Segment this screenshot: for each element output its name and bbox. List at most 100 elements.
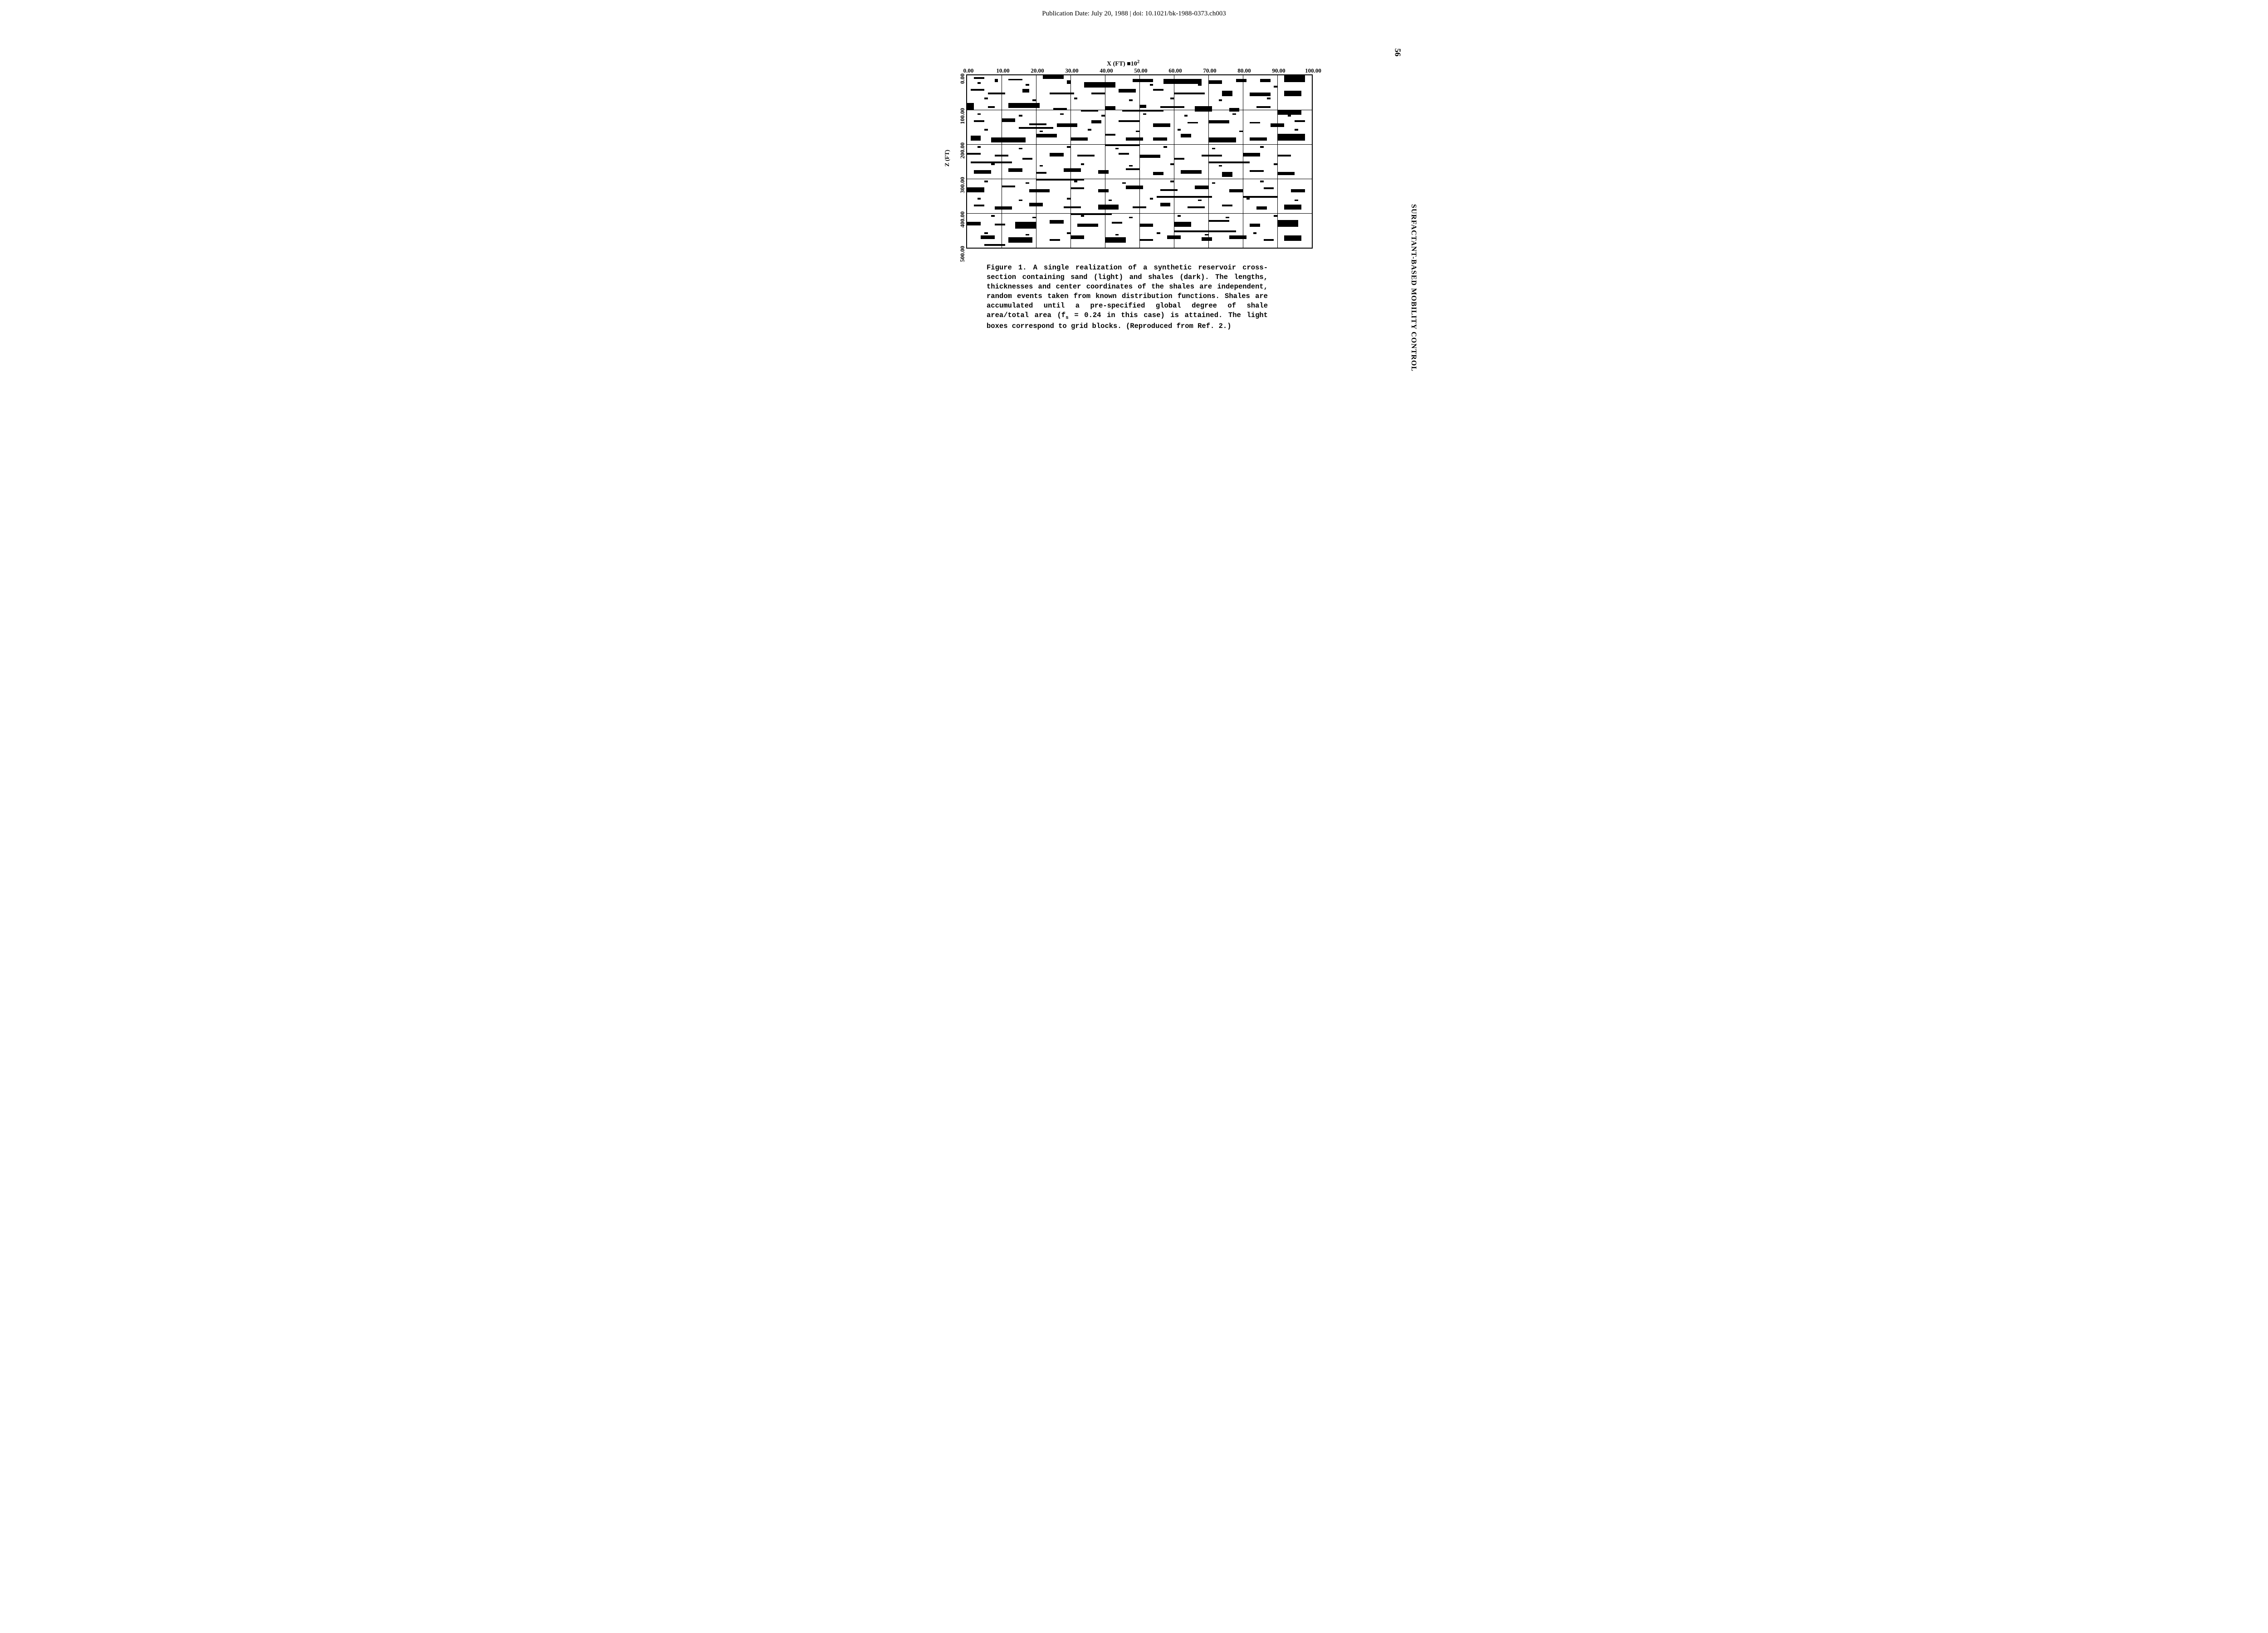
shale-rect bbox=[1284, 75, 1305, 82]
shale-rect bbox=[1122, 110, 1163, 112]
shale-rect bbox=[1019, 127, 1053, 129]
shale-rect bbox=[1074, 98, 1078, 99]
shale-rect bbox=[1236, 79, 1246, 83]
shale-rect bbox=[1271, 123, 1284, 127]
shale-rect bbox=[1174, 222, 1191, 227]
reservoir-cross-section-plot bbox=[966, 74, 1313, 249]
y-tick-label: 0.00 bbox=[959, 73, 966, 84]
shale-rect bbox=[1239, 131, 1243, 132]
shale-rect bbox=[1067, 80, 1070, 84]
shale-rect bbox=[1067, 198, 1070, 200]
shale-rect bbox=[1026, 182, 1029, 184]
shale-rect bbox=[1277, 155, 1291, 156]
shale-rect bbox=[974, 205, 984, 206]
shale-rect bbox=[988, 93, 1005, 94]
shale-rect bbox=[1126, 168, 1139, 170]
shale-rect bbox=[971, 89, 984, 91]
shale-rect bbox=[1029, 203, 1043, 206]
shale-rect bbox=[1295, 120, 1305, 122]
publication-line: Publication Date: July 20, 1988 | doi: 1… bbox=[828, 10, 1440, 18]
shale-rect bbox=[1098, 170, 1109, 174]
shale-rect bbox=[1070, 235, 1084, 239]
shale-rect bbox=[1170, 98, 1174, 99]
shale-rect bbox=[1015, 222, 1036, 229]
shale-rect bbox=[1081, 163, 1085, 165]
shale-rect bbox=[1008, 103, 1039, 108]
shale-rect bbox=[1160, 203, 1171, 206]
shale-rect bbox=[1260, 181, 1264, 182]
shale-rect bbox=[1143, 113, 1147, 115]
shale-rect bbox=[1077, 155, 1095, 156]
shale-rect bbox=[1050, 220, 1063, 224]
shale-rect bbox=[1133, 79, 1154, 83]
shale-rect bbox=[978, 198, 981, 200]
shale-rect bbox=[1157, 232, 1160, 234]
shale-rect bbox=[1026, 84, 1029, 86]
shale-rect bbox=[1040, 131, 1043, 132]
shale-rect bbox=[1170, 163, 1174, 165]
shale-rect bbox=[1036, 134, 1057, 137]
shale-rect bbox=[1070, 137, 1088, 141]
shale-rect bbox=[1160, 189, 1178, 191]
shale-rect bbox=[1163, 146, 1167, 148]
shale-rect bbox=[1174, 158, 1184, 160]
shale-rect bbox=[1260, 146, 1264, 148]
shale-rect bbox=[1150, 84, 1154, 86]
grid-vertical bbox=[1139, 75, 1140, 248]
shale-rect bbox=[1119, 89, 1136, 93]
shale-rect bbox=[981, 235, 994, 239]
caption-line-5b: = 0.24 in this case) is bbox=[1069, 311, 1179, 319]
shale-rect bbox=[1022, 89, 1029, 93]
shale-rect bbox=[1208, 220, 1229, 222]
shale-rect bbox=[1126, 186, 1143, 189]
shale-rect bbox=[1178, 215, 1181, 217]
shale-rect bbox=[1163, 79, 1202, 84]
shale-rect bbox=[1181, 170, 1202, 174]
shale-rect bbox=[1129, 165, 1133, 167]
shale-rect bbox=[1167, 235, 1181, 239]
shale-rect bbox=[1019, 200, 1022, 201]
shale-rect bbox=[995, 224, 1005, 225]
shale-rect bbox=[974, 77, 984, 79]
shale-rect bbox=[1198, 200, 1202, 201]
shale-rect bbox=[1264, 239, 1274, 241]
shale-rect bbox=[991, 137, 1026, 142]
grid-vertical bbox=[1070, 75, 1071, 248]
shale-rect bbox=[1105, 144, 1139, 146]
shale-rect bbox=[984, 244, 1005, 246]
shale-rect bbox=[1202, 237, 1212, 241]
shale-rect bbox=[967, 222, 981, 225]
y-tick-label: 400.00 bbox=[959, 211, 966, 228]
shale-rect bbox=[984, 129, 988, 131]
shale-rect bbox=[1067, 146, 1070, 148]
shale-rect bbox=[1029, 189, 1050, 193]
shale-rect bbox=[1198, 82, 1202, 86]
shale-rect bbox=[1008, 237, 1032, 242]
shale-rect bbox=[1274, 215, 1277, 217]
shale-rect bbox=[1036, 172, 1046, 174]
shale-rect bbox=[1277, 134, 1305, 141]
shale-rect bbox=[1070, 213, 1112, 215]
shale-rect bbox=[1115, 148, 1119, 150]
shale-rect bbox=[1050, 153, 1063, 156]
caption-line-0: Figure 1. A single realization of a synt… bbox=[987, 264, 1268, 272]
x-tick-label: 20.00 bbox=[1026, 67, 1049, 74]
shale-rect bbox=[1098, 205, 1119, 210]
shale-rect bbox=[988, 106, 995, 108]
shale-rect bbox=[1008, 168, 1022, 172]
shale-rect bbox=[1208, 80, 1222, 84]
x-axis-title-mult: ■10 bbox=[1127, 61, 1137, 68]
shale-rect bbox=[1250, 122, 1260, 124]
shale-rect bbox=[1105, 106, 1115, 110]
page: Publication Date: July 20, 1988 | doi: 1… bbox=[828, 0, 1440, 408]
shale-rect bbox=[1246, 198, 1250, 200]
shale-rect bbox=[1291, 189, 1305, 193]
shale-rect bbox=[971, 136, 981, 141]
shale-rect bbox=[1264, 187, 1274, 189]
shale-rect bbox=[1226, 217, 1229, 219]
shale-rect bbox=[1277, 110, 1301, 115]
shale-rect bbox=[1229, 189, 1243, 193]
x-axis-title-exp: 2 bbox=[1137, 59, 1140, 64]
shale-rect bbox=[1043, 75, 1064, 79]
x-tick-label: 30.00 bbox=[1061, 67, 1083, 74]
